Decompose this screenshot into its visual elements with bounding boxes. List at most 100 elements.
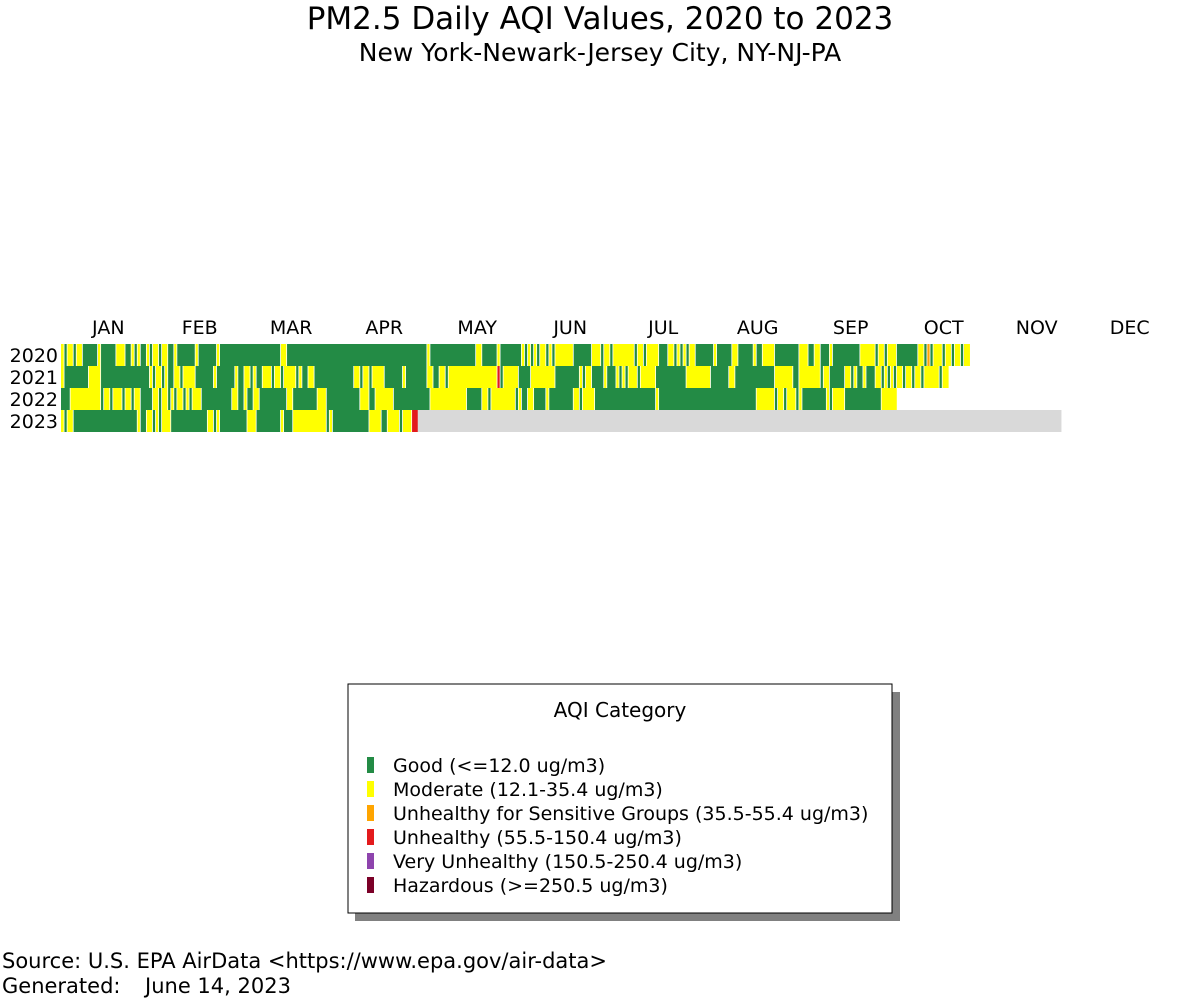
day-run-2023-49 [207, 410, 214, 432]
month-label-apr: APR [365, 317, 403, 339]
day-run-2022-85 [317, 388, 327, 410]
day-run-2020-271 [884, 344, 888, 366]
day-run-2020-6 [76, 344, 83, 366]
legend-label-G: Good (<=12.0 ug/m3) [393, 755, 605, 777]
day-run-2021-235 [774, 366, 794, 388]
day-run-2022-154 [527, 388, 534, 410]
day-run-2021-41 [182, 366, 196, 388]
day-run-2021-163 [554, 366, 580, 388]
day-run-2021-102 [368, 366, 373, 388]
day-run-2020-193 [646, 344, 659, 366]
day-run-2021-10 [88, 366, 101, 388]
day-run-2021-63 [250, 366, 254, 388]
day-run-2020-22 [125, 344, 132, 366]
day-run-2020-286 [930, 344, 934, 366]
day-run-2022-139 [481, 388, 489, 410]
day-run-2020-8 [82, 344, 98, 366]
day-run-2022-75 [286, 388, 294, 410]
day-run-2023-33 [158, 410, 162, 432]
legend-title: AQI Category [554, 698, 687, 722]
day-run-2020-221 [731, 344, 739, 366]
day-run-2020-52 [216, 344, 220, 366]
day-run-2022-156 [533, 388, 547, 410]
day-run-2021-45 [195, 366, 214, 388]
day-run-2020-291 [945, 344, 952, 366]
day-run-2021-264 [862, 366, 867, 388]
month-label-oct: OCT [924, 317, 964, 339]
day-run-2020-3 [67, 344, 74, 366]
day-run-2021-51 [213, 366, 217, 388]
legend-box [347, 683, 893, 914]
day-run-2022-99 [359, 388, 370, 410]
day-run-2021-107 [384, 366, 403, 388]
day-run-2021-179 [603, 366, 608, 388]
day-run-2021-275 [896, 366, 903, 388]
day-run-2021-128 [448, 366, 498, 388]
month-label-nov: NOV [1016, 317, 1058, 339]
day-run-2020-181 [609, 344, 614, 366]
day-run-2023-26 [137, 410, 141, 432]
day-run-2022-43 [189, 388, 193, 410]
day-run-2022-34 [161, 388, 169, 410]
day-run-2021-127 [445, 366, 449, 388]
day-run-2020-121 [426, 344, 431, 366]
day-run-2021-40 [179, 366, 184, 388]
day-run-2021-2 [64, 366, 89, 388]
day-run-2020-285 [926, 344, 931, 366]
day-run-2021-145 [500, 366, 504, 388]
day-run-2021-183 [615, 366, 620, 388]
day-run-2021-64 [253, 366, 257, 388]
day-run-2020-290 [942, 344, 946, 366]
day-run-2023-65 [256, 410, 281, 432]
generated-date: June 14, 2023 [143, 974, 291, 998]
day-run-2021-173 [585, 366, 592, 388]
day-run-2020-205 [683, 344, 687, 366]
day-run-2022-66 [259, 388, 287, 410]
day-run-2020-25 [134, 344, 138, 366]
month-label-jan: JAN [91, 317, 124, 339]
day-run-2020-297 [963, 344, 970, 366]
day-run-2020-207 [689, 344, 696, 366]
day-run-2020-272 [887, 344, 897, 366]
day-run-2020-209 [695, 344, 714, 366]
day-run-2020-294 [954, 344, 961, 366]
legend-swatch-H [367, 877, 374, 893]
source-text: Source: U.S. EPA AirData <https://www.ep… [2, 949, 607, 973]
day-run-2021-70 [271, 366, 275, 388]
day-run-2023-52 [216, 410, 220, 432]
day-run-2022-258 [844, 388, 882, 410]
day-run-2021-186 [625, 366, 629, 388]
day-run-2022-61 [243, 388, 248, 410]
day-run-2022-41 [182, 388, 187, 410]
day-run-2021-58 [234, 366, 239, 388]
day-run-2020-204 [679, 344, 684, 366]
day-run-2020-161 [548, 344, 553, 366]
day-run-2021-187 [628, 366, 638, 388]
day-run-2020-45 [195, 344, 199, 366]
day-run-2021-241 [792, 366, 800, 388]
day-run-2020-13 [97, 344, 101, 366]
month-label-jul: JUL [647, 317, 679, 339]
day-run-2020-1 [61, 344, 65, 366]
day-run-2021-144 [497, 366, 501, 388]
day-run-2021-1 [61, 366, 65, 388]
day-run-2020-197 [658, 344, 669, 366]
month-label-aug: AUG [737, 317, 779, 339]
calendar-grid [61, 344, 1062, 432]
day-run-2020-162 [551, 344, 556, 366]
legend-label-S: Unhealthy for Sensitive Groups (35.5-55.… [393, 803, 868, 825]
day-run-2021-284 [923, 366, 940, 388]
day-run-2020-122 [429, 344, 476, 366]
day-run-2020-33 [158, 344, 162, 366]
day-run-2021-258 [844, 366, 852, 388]
day-run-2020-156 [533, 344, 537, 366]
day-run-2022-24 [131, 388, 135, 410]
legend-label-M: Moderate (12.1-35.4 ug/m3) [393, 779, 663, 801]
legend-swatch-G [367, 757, 374, 773]
day-run-2023-5 [73, 410, 138, 432]
day-run-2022-122 [429, 388, 467, 410]
day-run-2020-153 [524, 344, 528, 366]
day-run-2021-196 [655, 366, 687, 388]
day-run-2023-113 [402, 410, 412, 432]
day-run-2022-77 [292, 388, 318, 410]
